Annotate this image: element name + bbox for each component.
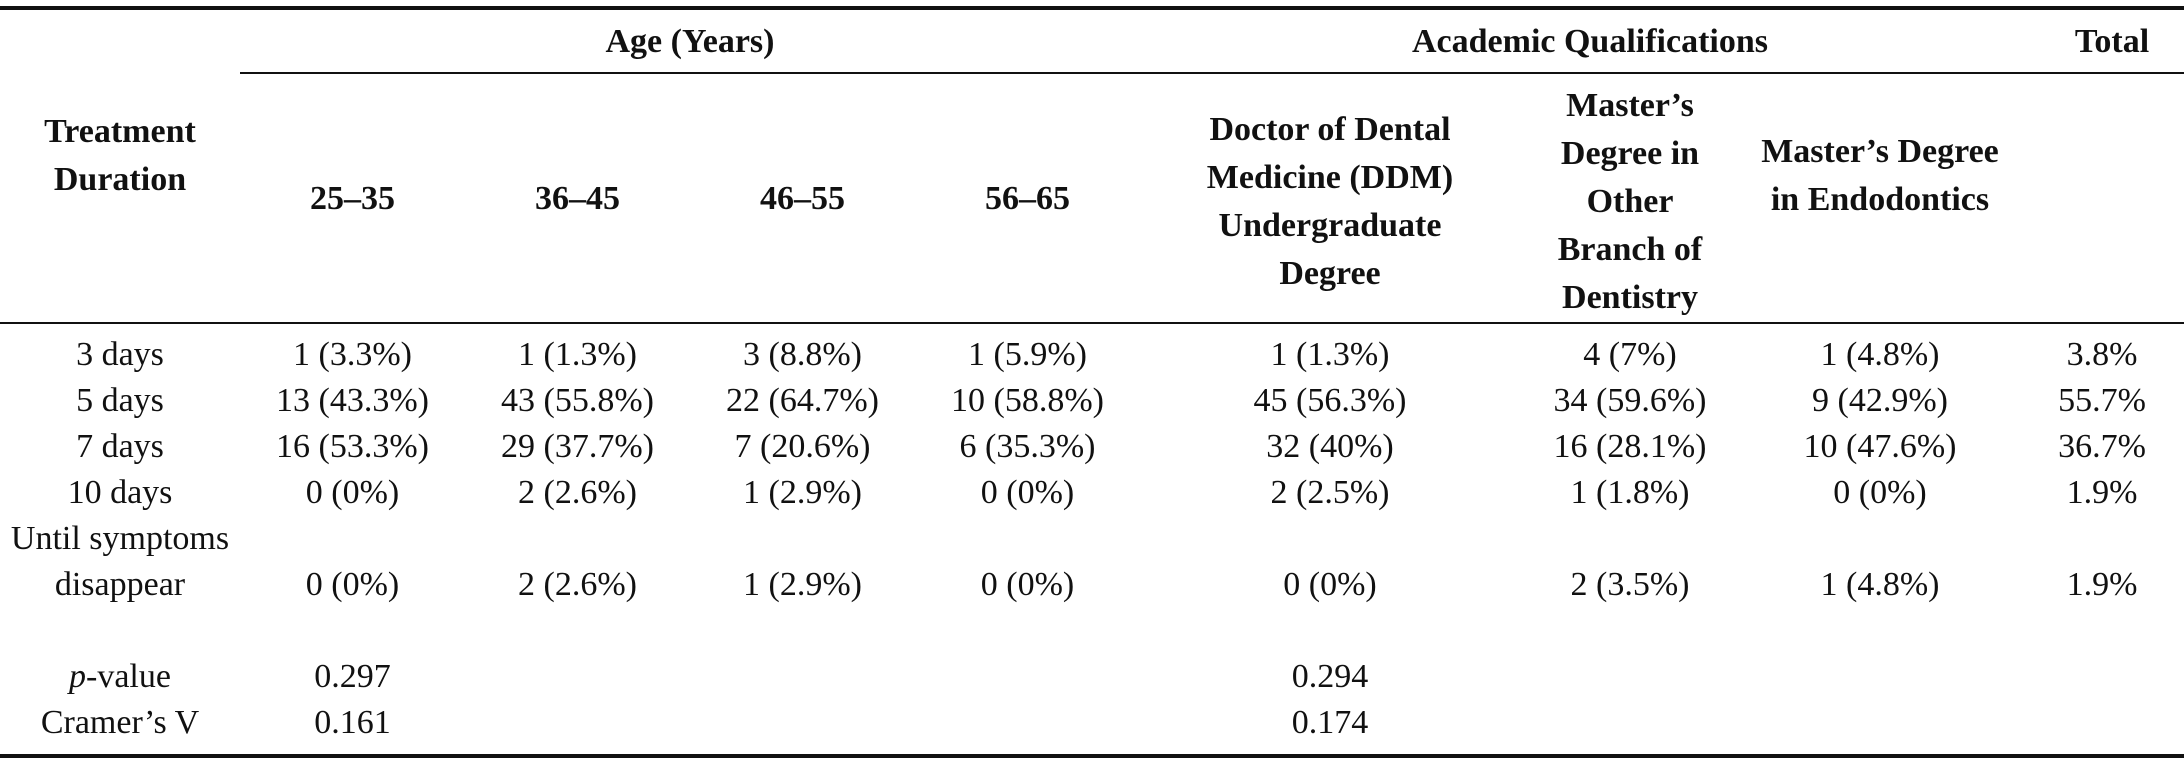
- table-row: 3 days 1 (3.3%) 1 (1.3%) 3 (8.8%) 1 (5.9…: [0, 332, 2184, 378]
- row-label: 10 days: [67, 474, 173, 511]
- table-cell: 6 (35.3%): [959, 428, 1096, 465]
- table-cell: 0 (0%): [305, 566, 400, 603]
- table-cell: 16 (28.1%): [1553, 428, 1707, 465]
- group-header-rule: [240, 72, 2184, 74]
- col-header-masters-other: Master’s Degree in Other Branch of Denti…: [1557, 87, 1703, 316]
- table-cell: 13 (43.3%): [276, 382, 429, 419]
- table-cell: 43 (55.8%): [501, 382, 654, 419]
- table-row: 7 days 16 (53.3%) 29 (37.7%) 7 (20.6%) 6…: [0, 424, 2184, 470]
- col-header-46-55: 46–55: [760, 180, 845, 217]
- col-header-25-35: 25–35: [310, 180, 395, 217]
- table-cell-total: 1.9%: [2066, 474, 2138, 511]
- table-cell: 1 (1.3%): [1270, 336, 1390, 373]
- col-header-36-45: 36–45: [535, 180, 620, 217]
- table-cell: 10 (58.8%): [951, 382, 1104, 419]
- table-cell: 1 (2.9%): [743, 474, 862, 511]
- table-cell: 0 (0%): [980, 566, 1075, 603]
- table-cell: 22 (64.7%): [726, 382, 879, 419]
- cramers-v-row: Cramer’s V 0.161 0.174: [0, 700, 2184, 746]
- table-cell: 9 (42.9%): [1812, 382, 1948, 419]
- table-bottom-rule: [0, 754, 2184, 758]
- table-top-rule: [0, 6, 2184, 10]
- table-cell: 0 (0%): [1833, 474, 1927, 511]
- table-cell: 10 (47.6%): [1803, 428, 1957, 465]
- table-cell: 0 (0%): [1283, 566, 1377, 603]
- row-header-treatment-duration: Treatment Duration: [44, 113, 196, 198]
- table-cell: 0 (0%): [305, 474, 400, 511]
- table-cell: 1 (3.3%): [293, 336, 412, 373]
- table-cell: 7 (20.6%): [734, 428, 871, 465]
- cramers-v-age: 0.161: [314, 704, 391, 741]
- table-cell: 2 (2.6%): [518, 566, 637, 603]
- table-cell: 16 (53.3%): [276, 428, 429, 465]
- col-header-56-65: 56–65: [985, 180, 1070, 217]
- row-label: 5 days: [76, 382, 164, 419]
- table-cell: 0 (0%): [980, 474, 1075, 511]
- col-header-masters-endo: Master’s Degree in Endodontics: [1761, 133, 1999, 218]
- p-value-age: 0.297: [314, 658, 391, 695]
- cramers-v-academic: 0.174: [1291, 704, 1369, 741]
- table-cell: 29 (37.7%): [501, 428, 654, 465]
- table-cell: 1 (1.8%): [1570, 474, 1690, 511]
- table-row: 10 days 0 (0%) 2 (2.6%) 1 (2.9%) 0 (0%) …: [0, 470, 2184, 516]
- table-cell-total: 55.7%: [2058, 382, 2146, 419]
- cramers-v-label: Cramer’s V: [40, 704, 200, 741]
- table-cell: 1 (2.9%): [743, 566, 862, 603]
- group-header-academic: Academic Qualifications: [1411, 23, 1769, 60]
- table-cell: 32 (40%): [1266, 428, 1394, 465]
- row-label: 7 days: [76, 428, 164, 465]
- group-header-age: Age (Years): [605, 23, 775, 60]
- row-label: Until symptoms disappear: [10, 520, 230, 603]
- table-cell-total: 36.7%: [2058, 428, 2146, 465]
- table-cell: 2 (3.5%): [1570, 566, 1690, 603]
- p-value-label-rest: -value: [86, 658, 171, 695]
- table-cell: 1 (4.8%): [1820, 566, 1940, 603]
- table-cell: 1 (1.3%): [518, 336, 637, 373]
- table-row: 5 days 13 (43.3%) 43 (55.8%) 22 (64.7%) …: [0, 378, 2184, 424]
- table-cell: 45 (56.3%): [1253, 382, 1407, 419]
- p-value-academic: 0.294: [1291, 658, 1369, 695]
- table-cell: 3 (8.8%): [743, 336, 862, 373]
- row-label: 3 days: [76, 336, 164, 373]
- p-value-label: p-value: [0, 654, 240, 700]
- header-body-rule: [0, 322, 2184, 324]
- table-cell-total: 1.9%: [2066, 566, 2138, 603]
- table-cell-total: 3.8%: [2066, 336, 2138, 373]
- table-cell: 2 (2.6%): [518, 474, 637, 511]
- p-value-row: p-value 0.297 0.294: [0, 654, 2184, 700]
- table-cell: 34 (59.6%): [1553, 382, 1707, 419]
- table-cell: 1 (4.8%): [1820, 336, 1940, 373]
- col-header-ddm: Doctor of Dental Medicine (DDM) Undergra…: [1206, 111, 1454, 292]
- table-cell: 4 (7%): [1583, 336, 1677, 373]
- p-value-label-italic: p: [69, 658, 87, 695]
- table-cell: 2 (2.5%): [1270, 474, 1390, 511]
- table-row: Until symptoms disappear 0 (0%) 2 (2.6%)…: [0, 516, 2184, 654]
- group-header-total: Total: [2074, 23, 2150, 60]
- table-cell: 1 (5.9%): [968, 336, 1087, 373]
